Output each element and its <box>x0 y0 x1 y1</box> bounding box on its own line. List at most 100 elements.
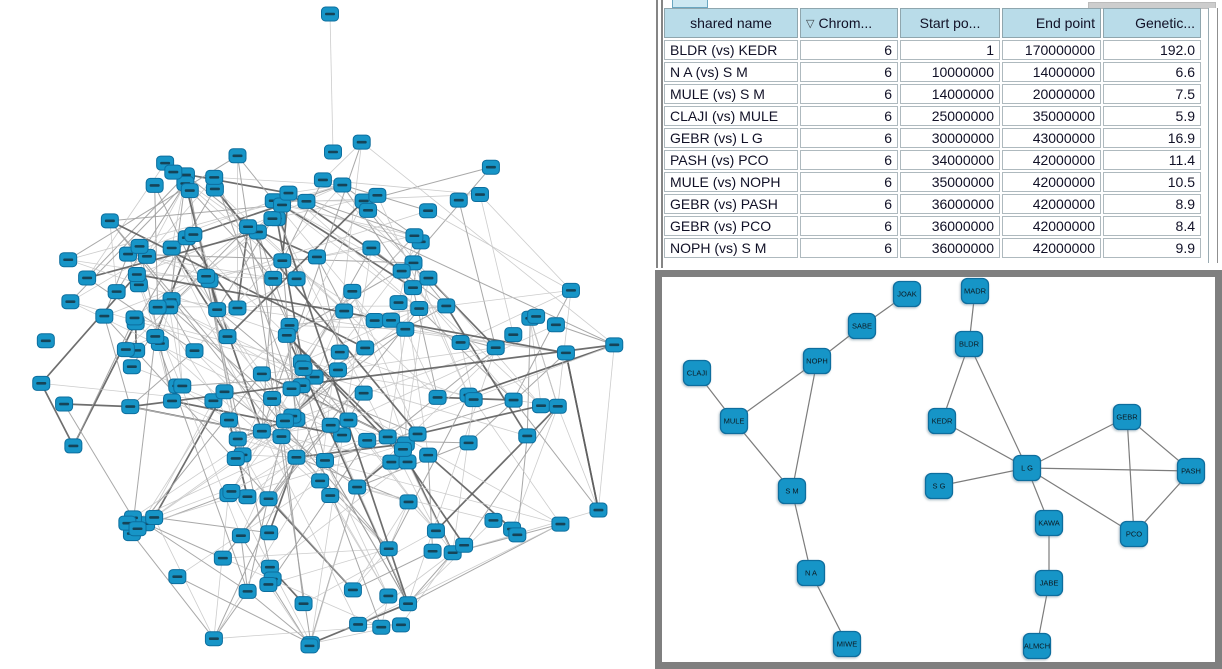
table-cell[interactable]: 8.4 <box>1103 216 1201 236</box>
table-cell[interactable]: 36000000 <box>900 194 1000 214</box>
table-cell[interactable]: 36000000 <box>900 216 1000 236</box>
network-node[interactable] <box>358 432 377 448</box>
table-row[interactable]: N A (vs) S M 6 10000000 14000000 6.6 <box>664 62 1201 82</box>
network-node[interactable] <box>470 187 489 203</box>
panel-splitter-rail[interactable] <box>661 0 663 268</box>
column-header-chrom[interactable]: ▽ Chrom... <box>800 8 898 38</box>
table-row[interactable]: GEBR (vs) PCO 6 36000000 42000000 8.4 <box>664 216 1201 236</box>
network-node[interactable] <box>215 384 234 400</box>
network-node[interactable] <box>437 298 456 314</box>
network-node[interactable] <box>238 583 257 599</box>
network-node[interactable] <box>393 441 412 457</box>
network-node[interactable] <box>260 525 279 541</box>
network-node[interactable] <box>311 473 330 489</box>
table-cell[interactable]: 1 <box>900 40 1000 60</box>
network-node[interactable] <box>222 483 241 499</box>
network-node[interactable] <box>163 393 182 409</box>
network-node[interactable] <box>403 280 422 296</box>
network-node[interactable] <box>264 270 283 286</box>
table-cell[interactable]: 6 <box>800 238 898 258</box>
network-node[interactable] <box>315 452 334 468</box>
network-node[interactable] <box>481 159 500 175</box>
network-node[interactable] <box>382 454 401 470</box>
network-node[interactable] <box>389 295 408 311</box>
table-cell[interactable]: 42000000 <box>1002 150 1101 170</box>
network-edge-l-g-pco[interactable] <box>1026 467 1135 535</box>
table-cell[interactable]: 42000000 <box>1002 238 1101 258</box>
node-mule[interactable]: MULE <box>719 407 749 435</box>
table-cell[interactable]: 42000000 <box>1002 172 1101 192</box>
table-cell[interactable]: MULE (vs) NOPH <box>664 172 798 192</box>
table-row[interactable]: PASH (vs) PCO 6 34000000 42000000 11.4 <box>664 150 1201 170</box>
network-node[interactable] <box>107 284 126 300</box>
node-bldr[interactable]: BLDR <box>954 330 984 358</box>
table-cell[interactable]: 36000000 <box>900 238 1000 258</box>
network-node[interactable] <box>148 299 167 315</box>
table-cell[interactable]: 14000000 <box>900 84 1000 104</box>
table-row[interactable]: GEBR (vs) L G 6 30000000 43000000 16.9 <box>664 128 1201 148</box>
network-node[interactable] <box>231 528 250 544</box>
network-node[interactable] <box>218 329 237 345</box>
network-edge-l-g-gebr[interactable] <box>1026 416 1128 469</box>
table-cell[interactable]: CLAJI (vs) MULE <box>664 106 798 126</box>
network-node[interactable] <box>32 375 51 391</box>
network-node[interactable] <box>330 344 349 360</box>
network-node[interactable] <box>146 328 165 344</box>
network-node[interactable] <box>378 429 397 445</box>
table-cell[interactable]: 11.4 <box>1103 150 1201 170</box>
network-node[interactable] <box>352 134 371 150</box>
network-edge-s-g-l-g[interactable] <box>938 467 1028 487</box>
table-cell[interactable]: 10.5 <box>1103 172 1201 192</box>
table-cell[interactable]: 16.9 <box>1103 128 1201 148</box>
table-cell[interactable]: 30000000 <box>900 128 1000 148</box>
network-node[interactable] <box>252 423 271 439</box>
column-header-start-po[interactable]: Start po... <box>900 8 1000 38</box>
network-node[interactable] <box>321 417 340 433</box>
table-cell[interactable]: 42000000 <box>1002 194 1101 214</box>
network-node[interactable] <box>95 308 114 324</box>
table-cell[interactable]: 6 <box>800 194 898 214</box>
table-row[interactable]: BLDR (vs) KEDR 6 1 170000000 192.0 <box>664 40 1201 60</box>
network-node[interactable] <box>273 197 292 213</box>
network-edge-s-m-n-a[interactable] <box>791 490 812 574</box>
table-cell[interactable]: 6 <box>800 216 898 236</box>
network-node[interactable] <box>426 523 445 539</box>
network-node[interactable] <box>339 412 358 428</box>
network-node[interactable] <box>239 219 258 235</box>
table-cell[interactable]: 6 <box>800 172 898 192</box>
table-cell[interactable]: 35000000 <box>1002 106 1101 126</box>
table-cell[interactable]: 6 <box>800 84 898 104</box>
network-node[interactable] <box>36 333 55 349</box>
node-jabe[interactable]: JABE <box>1034 569 1064 597</box>
network-node[interactable] <box>419 270 438 286</box>
network-node[interactable] <box>273 253 292 269</box>
table-cell[interactable]: GEBR (vs) L G <box>664 128 798 148</box>
network-node[interactable] <box>100 213 119 229</box>
network-node[interactable] <box>294 360 313 376</box>
network-node[interactable] <box>349 616 368 632</box>
network-node[interactable] <box>428 389 447 405</box>
table-cell[interactable]: 42000000 <box>1002 216 1101 236</box>
network-node[interactable] <box>324 144 342 160</box>
table-row[interactable]: MULE (vs) NOPH 6 35000000 42000000 10.5 <box>664 172 1201 192</box>
column-header-genetic[interactable]: Genetic... <box>1103 8 1201 38</box>
table-row[interactable]: NOPH (vs) S M 6 36000000 42000000 9.9 <box>664 238 1201 258</box>
network-node[interactable] <box>548 398 567 414</box>
network-node[interactable] <box>504 392 523 408</box>
network-node[interactable] <box>162 240 181 256</box>
network-node[interactable] <box>228 148 247 164</box>
node-miwe[interactable]: MIWE <box>832 630 862 658</box>
node-joak[interactable]: JOAK <box>892 280 922 308</box>
node-s-m[interactable]: S M <box>777 477 807 505</box>
network-node[interactable] <box>451 334 470 350</box>
network-node[interactable] <box>313 172 332 188</box>
network-node[interactable] <box>335 303 354 319</box>
table-cell[interactable]: 6.6 <box>1103 62 1201 82</box>
table-cell[interactable]: 192.0 <box>1103 40 1201 60</box>
network-node[interactable] <box>333 177 352 193</box>
vertical-scrollbar-gutter[interactable] <box>1208 8 1218 263</box>
table-cell[interactable]: 170000000 <box>1002 40 1101 60</box>
table-cell[interactable]: 6 <box>800 106 898 126</box>
network-node[interactable] <box>379 541 398 557</box>
network-node[interactable] <box>551 516 570 532</box>
